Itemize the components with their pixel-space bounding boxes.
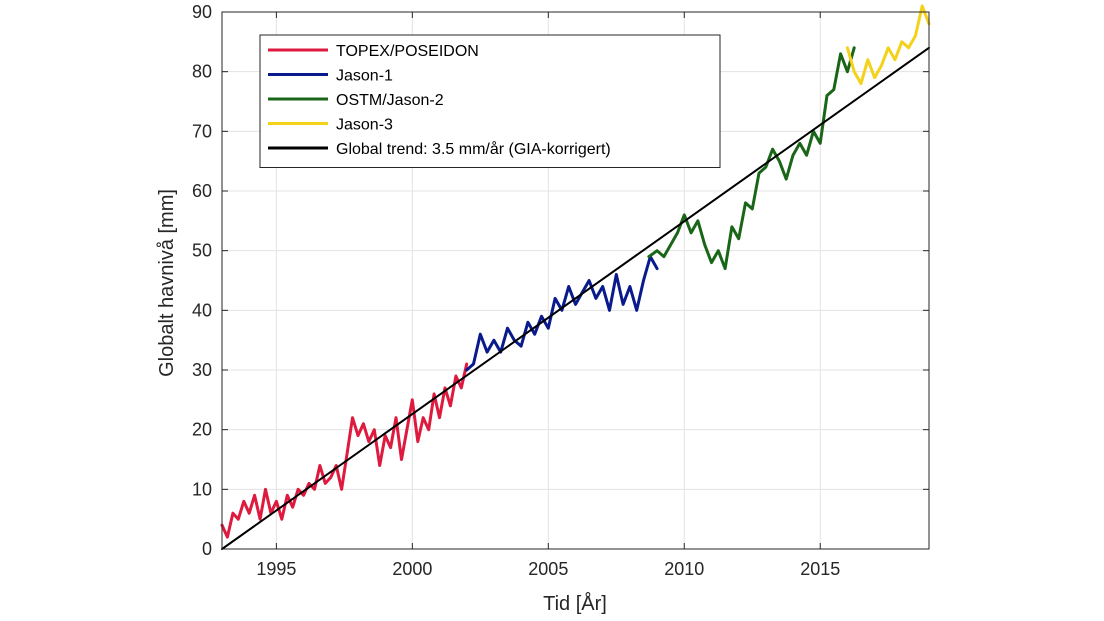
legend-label: TOPEX/POSEIDON — [336, 43, 479, 60]
legend-label: Jason-1 — [336, 68, 393, 85]
trend-line — [221, 46, 930, 550]
series-line — [220, 362, 469, 539]
x-tick-label: 2000 — [392, 559, 432, 579]
y-tick-label: 40 — [192, 300, 212, 320]
axis-ticks: 1995 2000 2005 2010 2015 0 10 20 30 40 50 60 70 80 90 — [192, 2, 929, 579]
y-tick-label: 30 — [192, 360, 212, 380]
y-tick-label: 50 — [192, 241, 212, 261]
y-tick-label: 80 — [192, 62, 212, 82]
legend: TOPEX/POSEIDON Jason-1 OSTM/Jason-2 Jason-3… — [259, 34, 721, 168]
y-tick-label: 70 — [192, 121, 212, 141]
x-tick-label: 2010 — [664, 559, 704, 579]
y-tick-label: 90 — [192, 2, 212, 22]
x-tick-label: 2015 — [800, 559, 840, 579]
y-tick-label: 10 — [192, 479, 212, 499]
series-line — [845, 4, 931, 86]
legend-label: Jason-3 — [336, 117, 393, 134]
y-axis-title: Globalt havnivå [mm] — [156, 189, 178, 377]
y-tick-label: 0 — [202, 539, 212, 559]
axes-frame — [221, 11, 930, 550]
x-tick-label: 2005 — [528, 559, 568, 579]
legend-label: OSTM/Jason-2 — [336, 92, 444, 109]
series-line — [647, 46, 856, 271]
series-line — [465, 255, 659, 372]
legend-box — [259, 34, 721, 168]
x-axis-title: Tid [År] — [543, 592, 607, 615]
y-tick-label: 20 — [192, 420, 212, 440]
x-tick-label: 1995 — [256, 559, 296, 579]
legend-label: Global trend: 3.5 mm/år (GIA-korrigert) — [336, 140, 611, 158]
data-series — [220, 4, 931, 550]
y-tick-label: 60 — [192, 181, 212, 201]
